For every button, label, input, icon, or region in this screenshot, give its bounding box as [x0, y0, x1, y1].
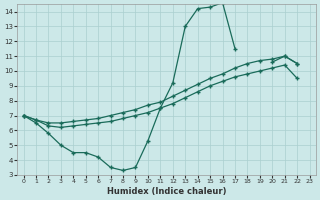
X-axis label: Humidex (Indice chaleur): Humidex (Indice chaleur): [107, 187, 226, 196]
